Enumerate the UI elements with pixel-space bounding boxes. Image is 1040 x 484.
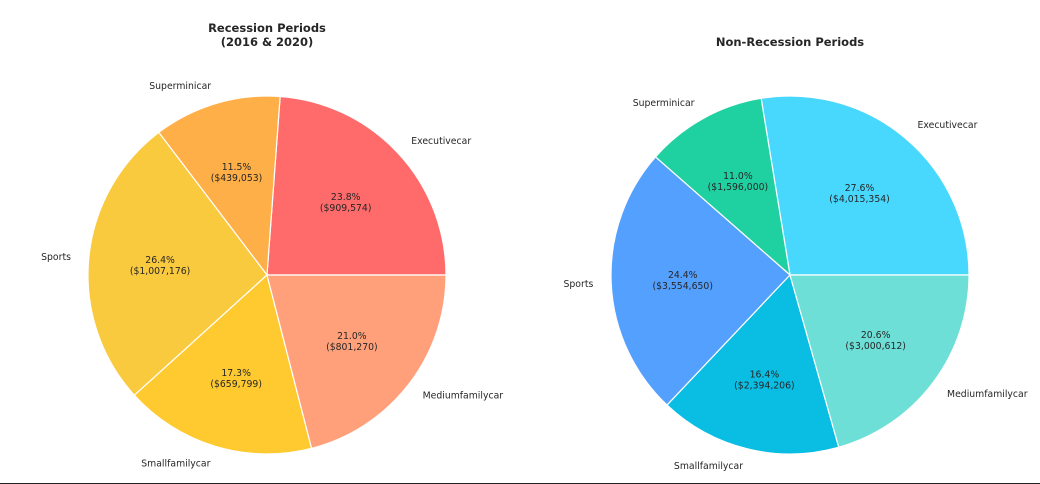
category-label: Mediumfamilycar (423, 391, 504, 402)
percent-label: 24.4% (668, 270, 698, 281)
category-label: Sports (41, 252, 71, 263)
pie-slice-sports (87, 131, 268, 397)
value-label: ($439,053) (211, 173, 263, 184)
chart-title-line1: Non-Recession Periods (716, 35, 864, 49)
chart-title-line1: Recession Periods (208, 21, 326, 35)
value-label: ($3,554,650) (652, 281, 712, 292)
pie-chart-recession: Recession Periods (2016 & 2020) Executiv… (41, 21, 503, 470)
percent-label: 21.0% (337, 331, 367, 342)
category-label: Smallfamilycar (141, 459, 210, 470)
value-label: ($801,270) (326, 342, 378, 353)
value-label: ($2,394,206) (734, 380, 794, 391)
category-label: Sports (564, 279, 594, 290)
pie-slices (610, 95, 970, 455)
category-label: Smallfamilycar (674, 461, 743, 472)
value-label: ($3,000,612) (845, 341, 905, 352)
percent-label: 26.4% (145, 255, 175, 266)
value-label: ($1,596,000) (708, 182, 768, 193)
pie-slice-executivecar (760, 95, 970, 276)
chart-title-line2: (2016 & 2020) (221, 35, 314, 49)
value-label: ($659,799) (210, 379, 262, 390)
percent-label: 27.6% (845, 183, 875, 194)
percent-label: 11.5% (222, 162, 252, 173)
category-label: Superminicar (149, 81, 211, 92)
percent-label: 17.3% (221, 368, 251, 379)
percent-label: 23.8% (331, 192, 361, 203)
value-label: ($909,574) (320, 203, 372, 214)
pie-labels: Executivecar 27.6%($4,015,354) Superminica… (564, 98, 1028, 472)
category-label: Executivecar (918, 120, 978, 131)
pie-slice-superminicar (654, 97, 791, 277)
pie-slice-superminicar (157, 95, 281, 277)
percent-label: 20.6% (861, 330, 891, 341)
pie-chart-non-recession: Non-Recession Periods Executivecar27.6%(… (564, 35, 1028, 472)
percent-label: 16.4% (750, 369, 780, 380)
pie-slice-smallfamilycar (133, 273, 313, 455)
pie-labels: Executivecar 23.8%($909,574) Superminicar 1… (41, 81, 503, 469)
category-label: Superminicar (633, 98, 695, 109)
value-label: ($4,015,354) (829, 194, 889, 205)
pie-slice-mediumfamilycar (789, 274, 970, 448)
category-label: Mediumfamilycar (947, 389, 1028, 400)
category-label: Executivecar (411, 136, 471, 147)
pie-slices (87, 95, 447, 455)
pie-slice-sports (610, 156, 791, 406)
pie-slice-executivecar (266, 95, 447, 276)
pie-slice-mediumfamilycar (266, 274, 447, 450)
pie-slice-smallfamilycar (666, 273, 840, 455)
percent-label: 11.0% (723, 171, 753, 182)
value-label: ($1,007,176) (130, 266, 190, 277)
